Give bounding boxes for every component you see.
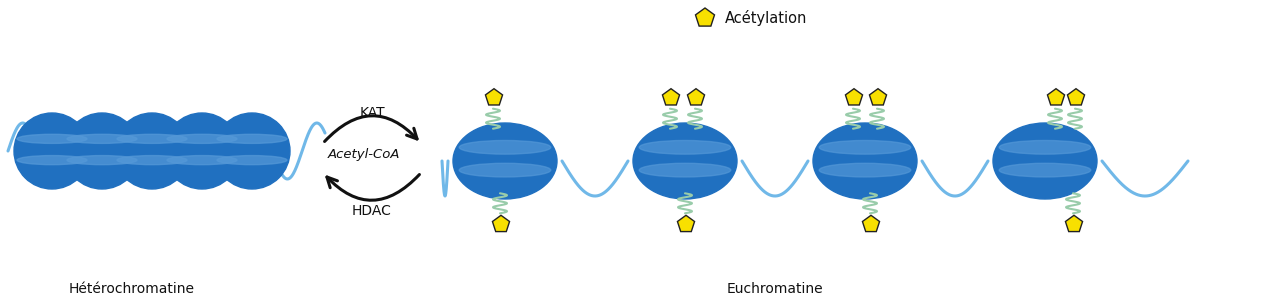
Polygon shape (688, 89, 705, 105)
Ellipse shape (632, 123, 737, 199)
Text: HDAC: HDAC (352, 204, 392, 218)
Polygon shape (863, 215, 880, 232)
Polygon shape (1065, 215, 1082, 232)
Ellipse shape (819, 163, 911, 177)
Circle shape (214, 113, 290, 189)
Circle shape (164, 113, 240, 189)
Ellipse shape (460, 140, 551, 154)
Circle shape (14, 113, 90, 189)
Ellipse shape (993, 123, 1097, 199)
Ellipse shape (453, 123, 556, 199)
Polygon shape (492, 215, 510, 232)
Ellipse shape (167, 134, 237, 144)
Text: Acétylation: Acétylation (725, 10, 808, 26)
Polygon shape (845, 89, 863, 105)
Ellipse shape (67, 155, 137, 165)
Ellipse shape (639, 140, 730, 154)
Ellipse shape (460, 163, 551, 177)
Ellipse shape (218, 155, 287, 165)
Polygon shape (696, 8, 715, 26)
Circle shape (64, 113, 140, 189)
Polygon shape (869, 89, 886, 105)
Ellipse shape (813, 123, 917, 199)
Polygon shape (677, 215, 694, 232)
Ellipse shape (117, 155, 187, 165)
Text: Euchromatine: Euchromatine (726, 282, 823, 296)
Ellipse shape (67, 134, 137, 144)
Ellipse shape (639, 163, 730, 177)
Text: Hétérochromatine: Hétérochromatine (70, 282, 194, 296)
Polygon shape (486, 89, 502, 105)
Ellipse shape (999, 163, 1091, 177)
Circle shape (115, 113, 191, 189)
Polygon shape (1068, 89, 1084, 105)
Text: KAT: KAT (359, 106, 385, 120)
Ellipse shape (999, 140, 1091, 154)
Ellipse shape (17, 155, 88, 165)
Polygon shape (662, 89, 680, 105)
FancyArrowPatch shape (325, 116, 417, 141)
Ellipse shape (117, 134, 187, 144)
FancyArrowPatch shape (327, 174, 420, 200)
Ellipse shape (218, 134, 287, 144)
Ellipse shape (167, 155, 237, 165)
Ellipse shape (819, 140, 911, 154)
Polygon shape (1047, 89, 1065, 105)
Text: Acetyl-CoA: Acetyl-CoA (327, 147, 401, 161)
Ellipse shape (17, 134, 88, 144)
